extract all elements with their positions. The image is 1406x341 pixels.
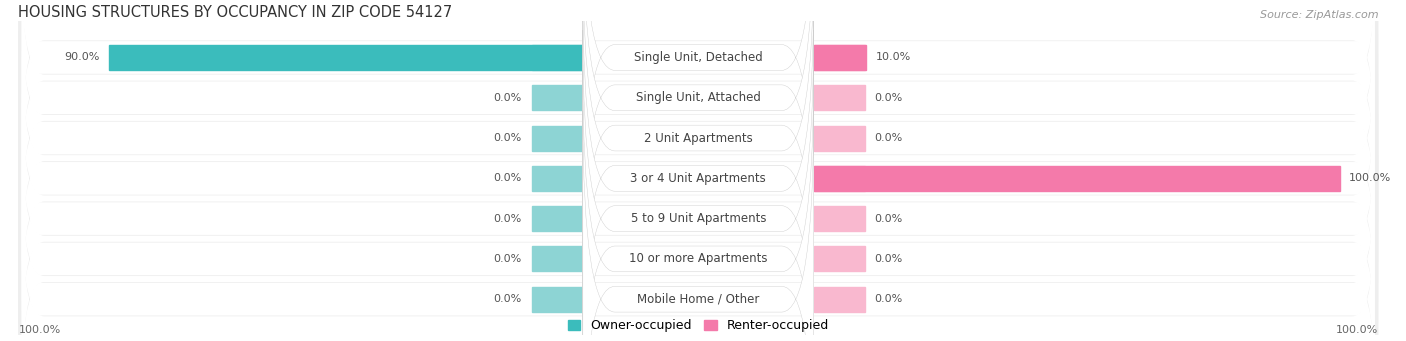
Text: 0.0%: 0.0% (494, 294, 522, 304)
Text: 10 or more Apartments: 10 or more Apartments (628, 252, 768, 265)
FancyBboxPatch shape (21, 33, 1375, 242)
Text: 10.0%: 10.0% (876, 53, 911, 62)
Bar (110, 45, 583, 70)
Text: 3 or 4 Unit Apartments: 3 or 4 Unit Apartments (630, 172, 766, 185)
Text: 0.0%: 0.0% (494, 173, 522, 183)
Text: Source: ZipAtlas.com: Source: ZipAtlas.com (1260, 11, 1378, 20)
Bar (814, 247, 865, 271)
Bar (531, 85, 583, 110)
FancyBboxPatch shape (18, 75, 1378, 341)
FancyBboxPatch shape (583, 0, 814, 341)
Text: 2 Unit Apartments: 2 Unit Apartments (644, 132, 752, 145)
FancyBboxPatch shape (18, 0, 1378, 242)
FancyBboxPatch shape (21, 0, 1375, 202)
FancyBboxPatch shape (18, 115, 1378, 341)
FancyBboxPatch shape (583, 0, 814, 246)
FancyBboxPatch shape (583, 0, 814, 327)
Text: HOUSING STRUCTURES BY OCCUPANCY IN ZIP CODE 54127: HOUSING STRUCTURES BY OCCUPANCY IN ZIP C… (18, 5, 453, 20)
Bar (814, 287, 865, 312)
FancyBboxPatch shape (583, 111, 814, 341)
FancyBboxPatch shape (18, 155, 1378, 341)
FancyBboxPatch shape (583, 70, 814, 341)
FancyBboxPatch shape (21, 195, 1375, 341)
Text: 100.0%: 100.0% (1336, 325, 1378, 336)
Text: Mobile Home / Other: Mobile Home / Other (637, 293, 759, 306)
Text: 0.0%: 0.0% (875, 93, 903, 103)
Text: Single Unit, Attached: Single Unit, Attached (636, 91, 761, 104)
FancyBboxPatch shape (18, 0, 1378, 282)
FancyBboxPatch shape (18, 0, 1378, 202)
Bar (531, 287, 583, 312)
Text: Single Unit, Detached: Single Unit, Detached (634, 51, 762, 64)
Bar (531, 125, 583, 150)
Bar (814, 45, 866, 70)
Bar (814, 125, 865, 150)
FancyBboxPatch shape (583, 30, 814, 341)
Text: 100.0%: 100.0% (1350, 173, 1392, 183)
FancyBboxPatch shape (21, 0, 1375, 162)
Text: 0.0%: 0.0% (494, 133, 522, 143)
Bar (531, 247, 583, 271)
Bar (814, 85, 865, 110)
Bar (814, 206, 865, 231)
Text: 0.0%: 0.0% (494, 93, 522, 103)
Text: 5 to 9 Unit Apartments: 5 to 9 Unit Apartments (630, 212, 766, 225)
Bar (814, 166, 1340, 191)
Text: 0.0%: 0.0% (875, 294, 903, 304)
FancyBboxPatch shape (21, 114, 1375, 323)
Bar (531, 45, 583, 70)
FancyBboxPatch shape (18, 34, 1378, 322)
FancyBboxPatch shape (583, 0, 814, 286)
Bar (814, 166, 865, 191)
Bar (531, 166, 583, 191)
Legend: Owner-occupied, Renter-occupied: Owner-occupied, Renter-occupied (568, 319, 830, 332)
Text: 100.0%: 100.0% (18, 325, 60, 336)
Text: 0.0%: 0.0% (494, 213, 522, 224)
Text: 0.0%: 0.0% (875, 254, 903, 264)
FancyBboxPatch shape (21, 154, 1375, 341)
Text: 90.0%: 90.0% (65, 53, 100, 62)
Text: 0.0%: 0.0% (875, 213, 903, 224)
Bar (814, 45, 865, 70)
Bar (531, 206, 583, 231)
Text: 0.0%: 0.0% (875, 133, 903, 143)
FancyBboxPatch shape (21, 74, 1375, 283)
Text: 0.0%: 0.0% (494, 254, 522, 264)
